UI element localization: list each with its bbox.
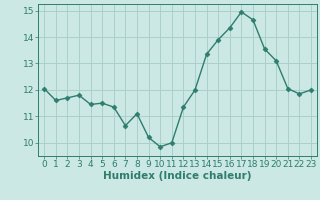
X-axis label: Humidex (Indice chaleur): Humidex (Indice chaleur) (103, 171, 252, 181)
